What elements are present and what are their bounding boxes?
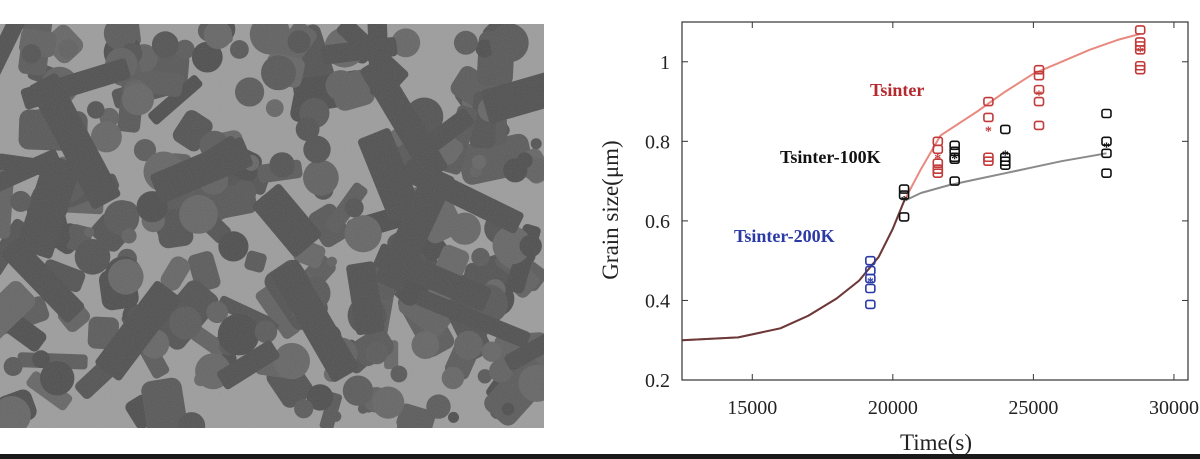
annotation-tsinter-200k: Tsinter-200K: [734, 226, 835, 246]
series-line: [681, 200, 906, 342]
y-tick-label: 0.8: [645, 131, 670, 153]
micrograph-noise: [0, 24, 544, 428]
y-tick-label: 1: [660, 52, 670, 74]
data-point: [1101, 168, 1112, 178]
y-tick-label: 0.2: [645, 370, 670, 392]
x-tick-label: 15000: [727, 397, 777, 419]
mean-marker: *: [867, 276, 874, 291]
x-axis: 15000 20000 25000 30000: [727, 22, 1199, 419]
sem-micrograph: [0, 24, 544, 428]
data-point: [932, 158, 944, 169]
series-line: [903, 152, 1107, 202]
data-point: [1033, 64, 1045, 75]
data-point: [898, 190, 910, 200]
data-point: [983, 112, 994, 123]
data-point: [1134, 45, 1146, 55]
grain-size-chart: * * * * * * * * * 15000 20000 25000 30000 0.2 0.4 0.6…: [598, 21, 1199, 455]
mean-marker: *: [1137, 45, 1144, 60]
data-point: [898, 184, 910, 194]
data-point: [1101, 136, 1112, 147]
data-point: [932, 168, 944, 178]
mean-marker: *: [951, 152, 958, 167]
bottom-rule: [0, 454, 1200, 459]
data-point: [1101, 148, 1112, 159]
mean-marker: *: [1103, 140, 1110, 155]
x-axis-label: Time(s): [900, 430, 972, 455]
data-point: [949, 140, 960, 151]
annotation-tsinter-100k: Tsinter-100K: [780, 147, 881, 167]
data-point: [1033, 84, 1045, 95]
mean-marker: *: [901, 194, 908, 209]
data-point: [1033, 120, 1045, 131]
data-point: [1134, 25, 1146, 35]
plot-frame: [681, 21, 1189, 381]
data-point: [1134, 64, 1146, 75]
data-point: [865, 273, 876, 284]
mean-marker: *: [934, 152, 941, 167]
data-point: [949, 154, 960, 165]
x-tick-label: 30000: [1149, 397, 1199, 419]
data-point: [1033, 70, 1045, 81]
data-point: [865, 283, 876, 294]
data-point: [983, 96, 994, 107]
annotation-tsinter: Tsinter: [870, 80, 924, 100]
data-point: [1033, 96, 1045, 107]
data-markers: [865, 25, 1146, 310]
data-point: [983, 156, 994, 167]
mean-marker: *: [985, 124, 992, 139]
data-point: [865, 299, 876, 310]
model-lines: [681, 32, 1141, 342]
x-tick-label: 20000: [868, 397, 918, 419]
x-tick-label: 25000: [1008, 397, 1058, 419]
data-point: [999, 160, 1011, 170]
data-point: [999, 124, 1011, 135]
y-tick-label: 0.4: [645, 290, 670, 312]
data-point: [898, 212, 910, 222]
data-point: [949, 176, 960, 186]
data-point: [1101, 108, 1112, 119]
data-point: [865, 255, 876, 266]
y-axis-label: Grain size(μm): [598, 140, 623, 279]
mean-marker: *: [1036, 89, 1043, 104]
data-point: [932, 144, 944, 155]
y-axis: 0.2 0.4 0.6 0.8 1: [645, 52, 1188, 392]
mean-marker: *: [1002, 148, 1009, 163]
y-tick-label: 0.6: [645, 211, 670, 233]
mean-markers: * * * * * * * * *: [867, 45, 1144, 291]
